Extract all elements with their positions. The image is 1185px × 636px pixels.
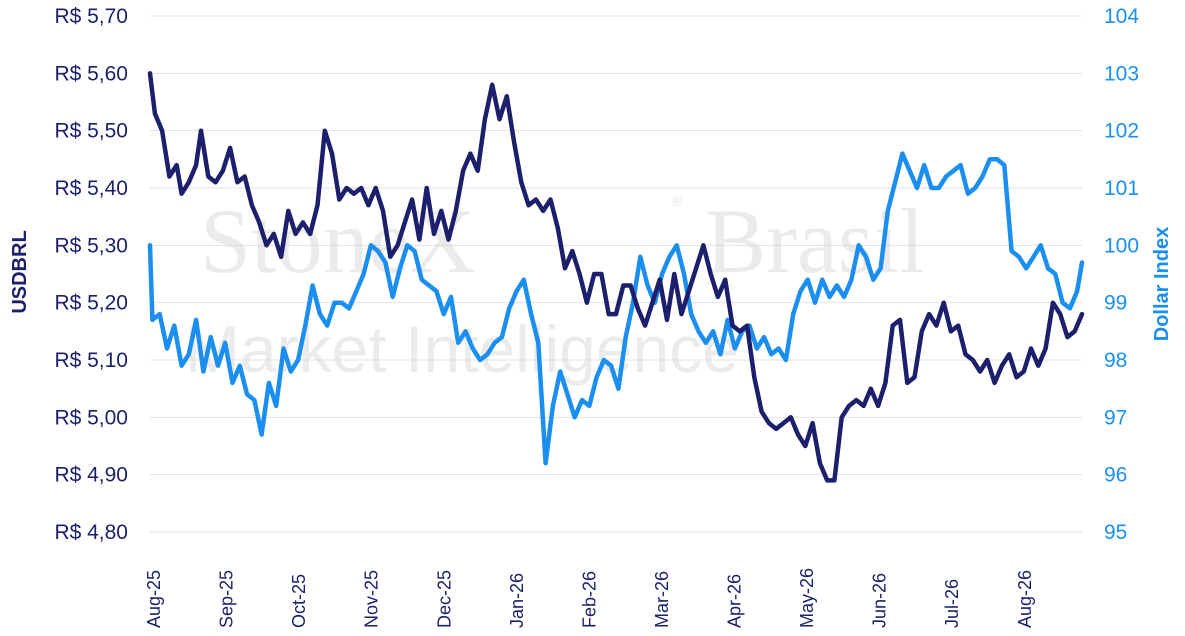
series-layer (147, 71, 1085, 483)
right-tick-label: 103 (1104, 62, 1139, 85)
watermark: StoneX ® Brasil Market Intelligence (185, 190, 925, 386)
left-tick-label: R$ 5,70 (54, 5, 128, 28)
left-tick-label: R$ 4,80 (54, 521, 128, 544)
right-tick-label: 98 (1104, 349, 1127, 372)
right-tick-label: 100 (1104, 234, 1139, 257)
right-tick-label: 95 (1104, 521, 1127, 544)
x-tick-label: Aug-25 (144, 570, 164, 628)
x-tick-label: Jan-26 (507, 573, 527, 628)
right-tick-label: 101 (1104, 177, 1139, 200)
usdbrl-series-line (147, 71, 1085, 483)
x-axis-ticks: Aug-25 Sep-25 Oct-25 Nov-25 Dec-25 Jan-26 Feb-… (144, 568, 1035, 628)
gridlines (150, 15, 1082, 533)
x-tick-label: Jul-26 (942, 579, 962, 628)
x-tick-label: Aug-26 (1015, 570, 1035, 628)
y-axis-title-left: USDBRL (9, 230, 31, 313)
dollar-index-series-line (147, 151, 1085, 466)
right-tick-label: 97 (1104, 406, 1127, 429)
left-axis-ticks: R$ 4,80 R$ 4,90 R$ 5,00 R$ 5,10 R$ 5,20 R$ 5,… (54, 5, 128, 544)
x-tick-label: Feb-26 (579, 571, 599, 628)
left-tick-label: R$ 5,00 (54, 406, 128, 429)
x-tick-label: Sep-25 (217, 570, 237, 628)
left-tick-label: R$ 4,90 (54, 464, 128, 487)
left-tick-label: R$ 5,20 (54, 292, 128, 315)
left-tick-label: R$ 5,10 (54, 349, 128, 372)
left-tick-label: R$ 5,50 (54, 120, 128, 143)
right-axis-ticks: 95 96 97 98 99 100 101 102 103 104 (1104, 5, 1139, 544)
x-tick-label: Mar-26 (652, 571, 672, 628)
watermark-brand2: Brasil (705, 190, 925, 292)
left-tick-label: R$ 5,40 (54, 177, 128, 200)
x-tick-label: May-26 (797, 568, 817, 628)
right-tick-label: 99 (1104, 292, 1127, 315)
watermark-brand: StoneX (200, 190, 476, 292)
right-tick-label: 102 (1104, 120, 1139, 143)
watermark-subtitle: Market Intelligence (185, 312, 739, 386)
x-tick-label: Dec-25 (434, 570, 454, 628)
right-tick-label: 104 (1104, 5, 1139, 28)
x-tick-label: Nov-25 (362, 570, 382, 628)
x-tick-label: Oct-25 (289, 574, 309, 628)
left-tick-label: R$ 5,60 (54, 62, 128, 85)
left-tick-label: R$ 5,30 (54, 234, 128, 257)
y-axis-title-right: Dollar Index (1151, 227, 1173, 341)
x-tick-label: Apr-26 (725, 574, 745, 628)
right-tick-label: 96 (1104, 464, 1127, 487)
watermark-registered-mark: ® (672, 193, 683, 209)
x-tick-label: Jun-26 (870, 573, 890, 628)
